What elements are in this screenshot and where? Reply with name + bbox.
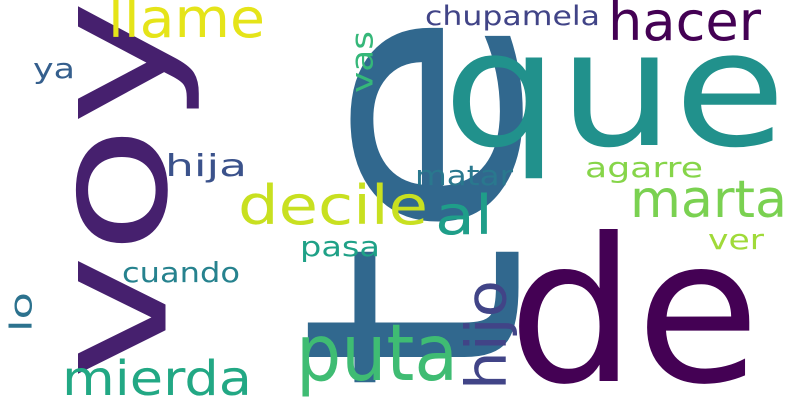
word-hija: hija bbox=[165, 149, 247, 184]
word-cuando: cuando bbox=[122, 256, 240, 289]
word-voy: voy bbox=[17, 0, 204, 380]
word-marta: marta bbox=[630, 170, 787, 230]
word-puta: puta bbox=[296, 309, 458, 399]
word-pasa: pasa bbox=[300, 230, 380, 263]
word-te: te bbox=[241, 8, 590, 393]
word-hijo: hijo bbox=[455, 280, 520, 390]
word-hacer: hacer bbox=[608, 0, 762, 53]
word-ya: ya bbox=[33, 52, 75, 85]
word-agarre: agarre bbox=[585, 151, 703, 184]
word-mierda: mierda bbox=[62, 351, 252, 400]
word-que: que bbox=[443, 0, 786, 183]
word-al: al bbox=[435, 184, 493, 247]
word-chupamela: chupamela bbox=[425, 1, 600, 32]
word-lo: lo bbox=[5, 292, 40, 332]
word-matar: matar bbox=[415, 159, 514, 192]
word-ver: ver bbox=[708, 223, 765, 256]
word-llame: llame bbox=[108, 0, 265, 50]
word-vas: vas bbox=[346, 31, 381, 93]
word-decile: decile bbox=[238, 174, 428, 237]
word-de: de bbox=[508, 196, 760, 400]
